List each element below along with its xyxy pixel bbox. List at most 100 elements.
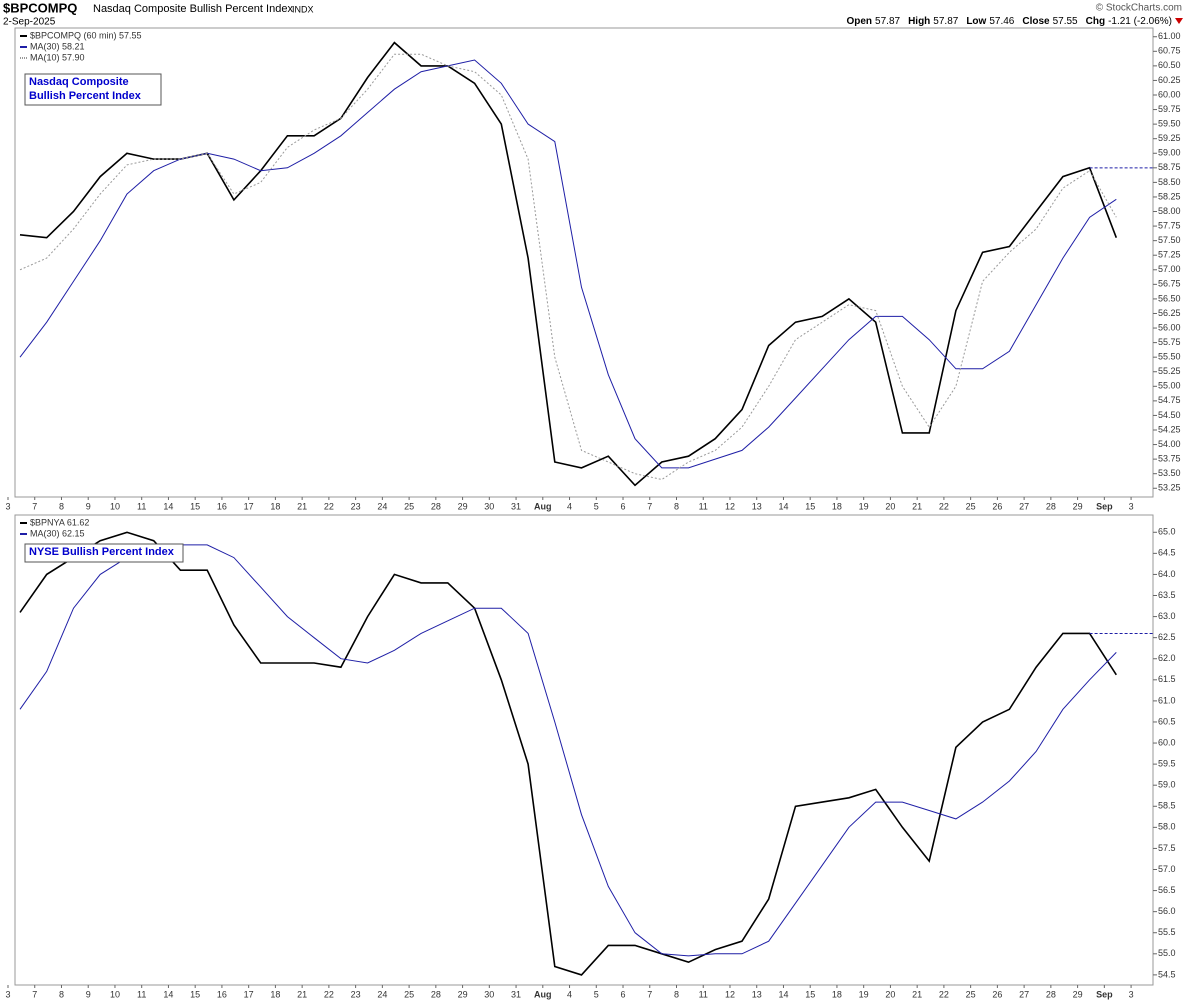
legend-label: MA(30) 62.15 [30, 528, 85, 538]
x-tick-label: 19 [859, 989, 869, 999]
y-tick-label: 54.00 [1158, 439, 1181, 449]
y-tick-label: 64.5 [1158, 548, 1176, 558]
series-line [19, 544, 1117, 957]
quote-label: Open [846, 16, 872, 27]
y-tick-label: 55.25 [1158, 366, 1181, 376]
y-tick-label: 59.25 [1158, 133, 1181, 143]
x-tick-label: 24 [377, 989, 387, 999]
x-tick-label: 8 [674, 989, 679, 999]
x-tick-label: 10 [110, 501, 120, 511]
x-tick-label: 7 [647, 989, 652, 999]
x-tick-label: 19 [859, 501, 869, 511]
y-tick-label: 61.0 [1158, 695, 1176, 705]
x-tick-label: 21 [297, 989, 307, 999]
x-tick-label: 14 [163, 501, 173, 511]
x-tick-label: 21 [912, 501, 922, 511]
x-tick-label: 28 [431, 501, 441, 511]
y-tick-label: 58.0 [1158, 822, 1176, 832]
x-tick-label: 14 [778, 501, 788, 511]
chart-title: Bullish Percent Index [29, 90, 142, 102]
y-tick-label: 55.00 [1158, 381, 1181, 391]
panel-frame [14, 27, 1154, 498]
x-tick-label: 30 [484, 501, 494, 511]
y-tick-label: 54.5 [1158, 969, 1176, 979]
x-tick-label: 26 [992, 989, 1002, 999]
exchange: INDX [292, 4, 314, 14]
y-tick-label: 62.0 [1158, 653, 1176, 663]
y-tick-label: 62.5 [1158, 632, 1176, 642]
y-tick-label: 53.75 [1158, 454, 1181, 464]
x-tick-label: 30 [484, 989, 494, 999]
x-tick-label: Aug [534, 501, 552, 511]
quote-label: High [908, 16, 930, 27]
chart-title: NYSE Bullish Percent Index [29, 546, 175, 558]
title-box [24, 73, 162, 106]
y-tick-label: 55.0 [1158, 948, 1176, 958]
quote-value: 57.87 [933, 16, 958, 27]
x-tick-label: 17 [244, 989, 254, 999]
y-tick-label: 63.5 [1158, 590, 1176, 600]
y-tick-label: 58.25 [1158, 191, 1181, 201]
x-tick-label: 12 [725, 989, 735, 999]
x-tick-label: 16 [217, 989, 227, 999]
x-tick-label: 29 [1073, 989, 1083, 999]
x-tick-label: 7 [32, 989, 37, 999]
legend-label: $BPCOMPQ (60 min) 57.55 [30, 30, 142, 40]
x-tick-label: 18 [270, 501, 280, 511]
y-tick-label: 53.25 [1158, 483, 1181, 493]
quote: Open 57.87 High 57.87 Low 57.46 Close 57.55 Chg -… [846, 16, 1172, 27]
x-tick-label: 21 [297, 501, 307, 511]
y-tick-label: 59.0 [1158, 780, 1176, 790]
x-tick-label: 14 [163, 989, 173, 999]
y-tick-label: 58.00 [1158, 206, 1181, 216]
x-tick-label: 26 [992, 501, 1002, 511]
x-tick-label: 18 [832, 989, 842, 999]
x-tick-label: 16 [217, 501, 227, 511]
x-tick-label: 23 [351, 989, 361, 999]
x-tick-label: 15 [805, 989, 815, 999]
x-tick-label: Aug [534, 989, 552, 999]
x-tick-label: 14 [778, 989, 788, 999]
x-tick-label: 3 [1129, 501, 1134, 511]
x-tick-label: 25 [404, 501, 414, 511]
y-tick-label: 55.75 [1158, 337, 1181, 347]
y-tick-label: 56.75 [1158, 279, 1181, 289]
x-tick-label: 5 [594, 989, 599, 999]
x-tick-label: Sep [1096, 501, 1113, 511]
y-tick-label: 61.5 [1158, 674, 1176, 684]
y-tick-label: 57.75 [1158, 220, 1181, 230]
x-tick-label: 9 [86, 501, 91, 511]
x-tick-label: 15 [805, 501, 815, 511]
title-box [24, 543, 184, 563]
x-tick-label: 28 [431, 989, 441, 999]
down-arrow [1175, 18, 1183, 24]
x-tick-label: 3 [5, 501, 10, 511]
y-tick-label: 61.00 [1158, 31, 1181, 41]
y-tick-label: 57.00 [1158, 264, 1181, 274]
x-tick-label: 6 [621, 501, 626, 511]
panel-frame [14, 514, 1154, 986]
quote-value: -1.21 (-2.06%) [1108, 16, 1172, 27]
series-line [19, 531, 1117, 976]
index-name: Nasdaq Composite Bullish Percent Index [93, 3, 293, 15]
y-tick-label: 57.50 [1158, 235, 1181, 245]
x-tick-label: 22 [939, 501, 949, 511]
y-tick-label: 58.75 [1158, 162, 1181, 172]
x-tick-label: 13 [752, 989, 762, 999]
y-tick-label: 56.0 [1158, 906, 1176, 916]
x-tick-label: 21 [912, 989, 922, 999]
source: © StockCharts.com [1096, 3, 1182, 14]
legend-label: $BPNYA 61.62 [30, 517, 89, 527]
x-tick-label: 23 [351, 501, 361, 511]
x-tick-label: 7 [647, 501, 652, 511]
y-tick-label: 59.00 [1158, 148, 1181, 158]
symbol: $BPCOMPQ [3, 0, 77, 15]
x-tick-label: 12 [725, 501, 735, 511]
y-tick-label: 56.00 [1158, 322, 1181, 332]
x-tick-label: 8 [59, 989, 64, 999]
x-tick-label: 22 [939, 989, 949, 999]
x-tick-label: 28 [1046, 989, 1056, 999]
x-tick-label: 5 [594, 501, 599, 511]
y-tick-label: 57.5 [1158, 843, 1176, 853]
